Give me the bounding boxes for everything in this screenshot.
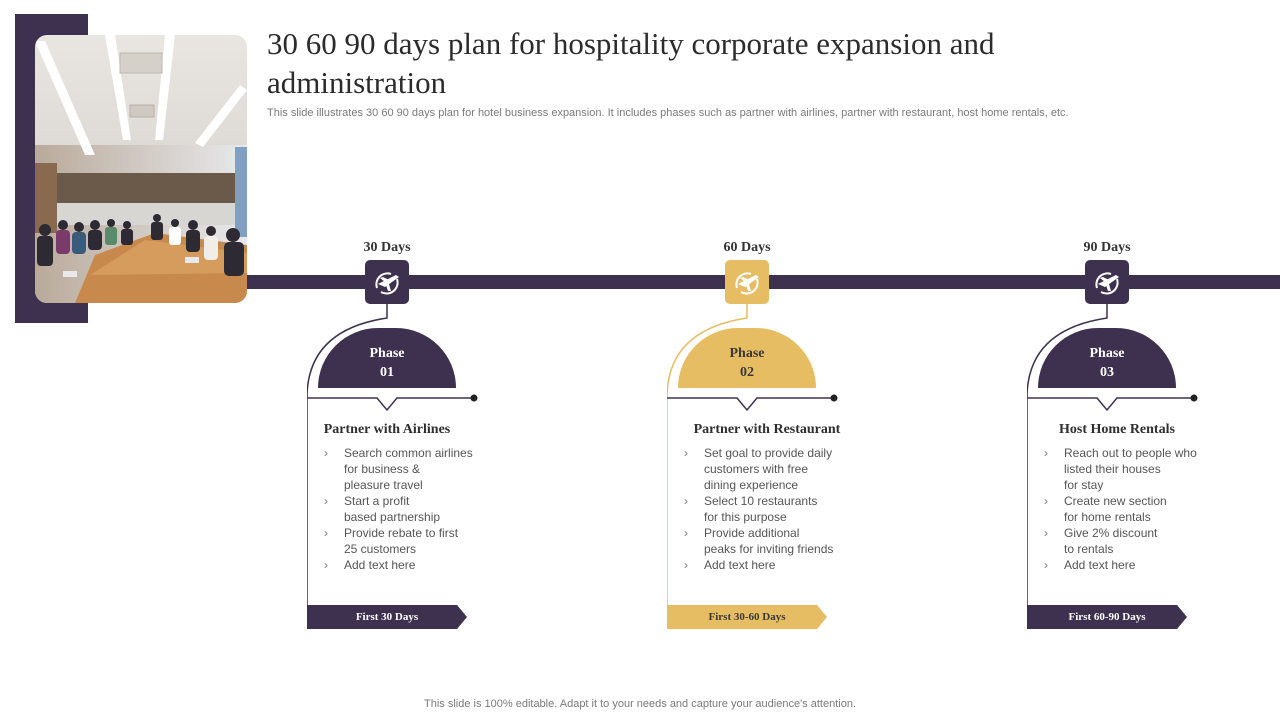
phase-banner: First 30-60 Days xyxy=(667,605,827,629)
bullet-line: for stay xyxy=(1064,478,1104,492)
bullet-line: Provide additional xyxy=(704,526,800,540)
meeting-room-illustration xyxy=(35,35,247,303)
list-item: Add text here xyxy=(684,557,833,573)
phase-connector xyxy=(307,304,478,628)
list-item: Create new section for home rentals xyxy=(1044,493,1197,525)
bullet-line: 25 customers xyxy=(344,542,417,556)
day-label: 60 Days xyxy=(723,240,771,255)
footer-note: This slide is 100% editable. Adapt it to… xyxy=(424,698,856,710)
bullet-line: Provide rebate to first xyxy=(344,526,459,540)
bullet-line: pleasure travel xyxy=(344,478,423,492)
bullet-line: Start a profit xyxy=(344,494,410,508)
list-item: Reach out to people who listed their hou… xyxy=(1044,445,1197,493)
bullet-list: Reach out to people who listed their hou… xyxy=(1044,445,1197,573)
bullet-line: for this purpose xyxy=(704,510,787,524)
bullet-line: Add text here xyxy=(344,558,416,572)
phase-column-1: 30 Days Phase 01 Partner with Airlines S… xyxy=(307,0,507,720)
phase-banner: First 60-90 Days xyxy=(1027,605,1187,629)
bullet-line: for business & xyxy=(344,462,421,476)
day-label: 30 Days xyxy=(363,240,411,255)
bullet-line: Add text here xyxy=(704,558,776,572)
phase-word: Phase xyxy=(1089,346,1125,361)
phase-word: Phase xyxy=(369,346,405,361)
phase-number: 02 xyxy=(740,365,754,380)
airplane-globe-icon xyxy=(1085,260,1129,304)
slide-title: 30 60 90 days plan for hospitality corpo… xyxy=(267,26,995,100)
phase-number: 01 xyxy=(380,365,394,380)
phase-heading: Host Home Rentals xyxy=(1059,422,1175,437)
airplane-globe-icon xyxy=(725,260,769,304)
bullet-list: Set goal to provide daily customers with… xyxy=(684,445,833,573)
list-item: Set goal to provide daily customers with… xyxy=(684,445,833,493)
bullet-line: Create new section xyxy=(1064,494,1167,508)
phase-connector xyxy=(1027,304,1198,628)
list-item: Provide additional peaks for inviting fr… xyxy=(684,525,833,557)
list-item: Search common airlines for business & pl… xyxy=(324,445,473,493)
bullet-line: customers with free xyxy=(704,462,809,476)
meeting-room-photo xyxy=(35,35,247,303)
list-item: Give 2% discount to rentals xyxy=(1044,525,1197,557)
bullet-list: Search common airlines for business & pl… xyxy=(324,445,473,573)
bullet-line: Reach out to people who xyxy=(1064,446,1197,460)
phase-banner: First 30 Days xyxy=(307,605,467,629)
bullet-line: to rentals xyxy=(1064,542,1114,556)
list-item: Select 10 restaurants for this purpose xyxy=(684,493,833,525)
bullet-line: listed their houses xyxy=(1064,462,1161,476)
bullet-line: dining experience xyxy=(704,478,799,492)
bullet-line: Set goal to provide daily xyxy=(704,446,833,460)
list-item: Start a profit based partnership xyxy=(324,493,473,525)
phase-number: 03 xyxy=(1100,365,1114,380)
bullet-line: Give 2% discount xyxy=(1064,526,1158,540)
bullet-line: peaks for inviting friends xyxy=(704,542,834,556)
phase-connector xyxy=(667,304,838,628)
list-item: Add text here xyxy=(324,557,473,573)
list-item: Provide rebate to first 25 customers xyxy=(324,525,473,557)
day-label: 90 Days xyxy=(1083,240,1131,255)
phase-column-2: 60 Days Phase 02 Partner with Restaurant… xyxy=(667,0,867,720)
phase-heading: Partner with Restaurant xyxy=(693,422,841,437)
bullet-line: Select 10 restaurants xyxy=(704,494,818,508)
bullet-line: based partnership xyxy=(344,510,441,524)
phase-column-3: 90 Days Phase 03 Host Home Rentals Reach… xyxy=(1027,0,1227,720)
list-item: Add text here xyxy=(1044,557,1197,573)
bullet-line: Search common airlines xyxy=(344,446,473,460)
airplane-globe-icon xyxy=(365,260,409,304)
bullet-line: for home rentals xyxy=(1064,510,1151,524)
bullet-line: Add text here xyxy=(1064,558,1136,572)
phase-word: Phase xyxy=(729,346,765,361)
slide-subtitle: This slide illustrates 30 60 90 days pla… xyxy=(267,107,1069,119)
phase-heading: Partner with Airlines xyxy=(323,422,451,437)
